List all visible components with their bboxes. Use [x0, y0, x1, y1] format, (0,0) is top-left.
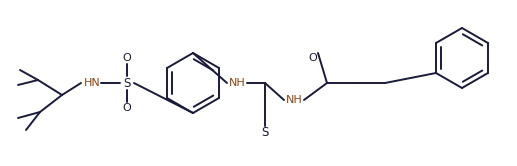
Text: NH: NH: [229, 78, 246, 88]
Text: HN: HN: [84, 78, 100, 88]
Text: O: O: [123, 103, 131, 113]
Text: S: S: [124, 77, 131, 89]
Text: O: O: [123, 53, 131, 63]
Text: O: O: [309, 53, 317, 63]
Text: NH: NH: [285, 95, 302, 105]
Text: S: S: [261, 126, 269, 139]
